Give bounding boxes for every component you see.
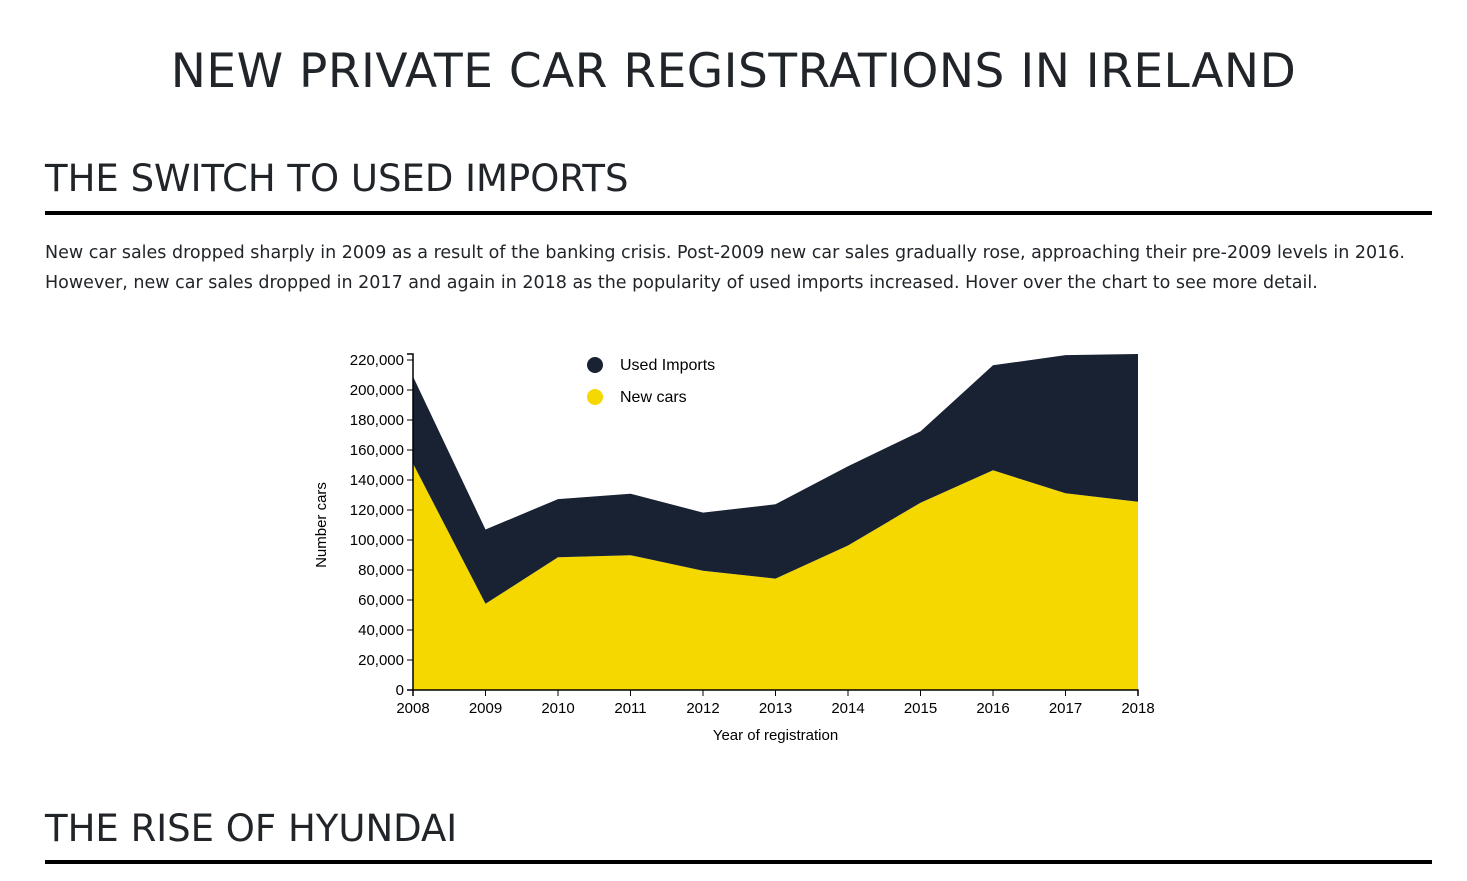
x-tick-label: 2011 <box>614 700 646 717</box>
legend-marker-new-cars <box>587 389 603 405</box>
section-heading-used-imports: THE SWITCH TO USED IMPORTS <box>45 157 629 200</box>
section-divider <box>45 211 1432 215</box>
intro-paragraph: New car sales dropped sharply in 2009 as… <box>45 238 1435 298</box>
y-tick-label: 100,000 <box>350 532 404 549</box>
x-tick-label: 2015 <box>904 700 937 717</box>
stacked-area-chart[interactable]: 0 20,000 40,000 60,000 80,000 100,000 120,000 1… <box>300 340 1180 760</box>
x-axis: 2008 2009 2010 2011 2012 2013 2014 2015 2016 2017… <box>396 689 1155 717</box>
y-tick-label: 160,000 <box>350 442 404 459</box>
legend-label: Used Imports <box>620 357 715 374</box>
x-tick-label: 2018 <box>1121 700 1154 717</box>
x-tick-label: 2010 <box>541 700 574 717</box>
x-axis-label: Year of registration <box>713 727 838 744</box>
y-tick-label: 80,000 <box>358 562 404 579</box>
y-tick-label: 120,000 <box>350 502 404 519</box>
section-divider <box>45 860 1432 864</box>
y-tick-label: 200,000 <box>350 382 404 399</box>
legend-label: New cars <box>620 389 687 406</box>
y-tick-label: 20,000 <box>358 652 404 669</box>
x-tick-label: 2016 <box>976 700 1009 717</box>
x-tick-label: 2014 <box>831 700 864 717</box>
x-tick-label: 2013 <box>759 700 792 717</box>
y-tick-label: 0 <box>396 682 404 699</box>
x-tick-label: 2012 <box>686 700 719 717</box>
y-tick-label: 40,000 <box>358 622 404 639</box>
area-new-cars[interactable] <box>413 463 1138 691</box>
y-axis-line <box>407 353 414 691</box>
x-tick-label: 2017 <box>1049 700 1082 717</box>
page-title: NEW PRIVATE CAR REGISTRATIONS IN IRELAND <box>170 44 1297 99</box>
intro-line-1: New car sales dropped sharply in 2009 as… <box>45 243 1405 263</box>
y-axis-label: Number cars <box>313 482 330 568</box>
y-tick-label: 140,000 <box>350 472 404 489</box>
y-tick-label: 180,000 <box>350 412 404 429</box>
x-tick-label: 2008 <box>396 700 429 717</box>
intro-line-2: However, new car sales dropped in 2017 a… <box>45 273 1318 293</box>
x-tick-label: 2009 <box>469 700 502 717</box>
y-tick-label: 220,000 <box>350 352 404 369</box>
legend-marker-used-imports <box>587 357 603 373</box>
y-axis: 0 20,000 40,000 60,000 80,000 100,000 120,000 1… <box>350 352 414 699</box>
section-heading-hyundai: THE RISE OF HYUNDAI <box>45 807 458 850</box>
y-tick-label: 60,000 <box>358 592 404 609</box>
area-used-imports[interactable] <box>413 354 1138 604</box>
chart-areas[interactable] <box>413 354 1138 690</box>
chart-legend: Used Imports New cars <box>587 357 715 406</box>
